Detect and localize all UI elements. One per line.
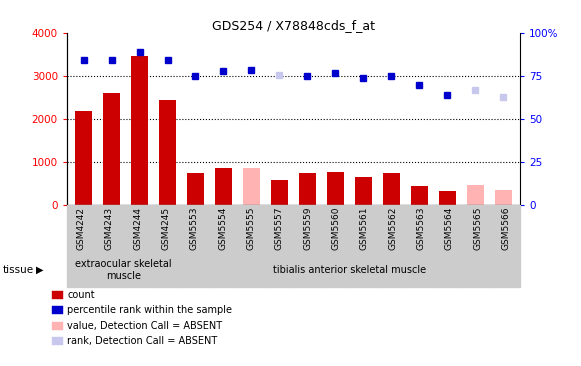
- Title: GDS254 / X78848cds_f_at: GDS254 / X78848cds_f_at: [212, 19, 375, 32]
- Bar: [243, 168, 260, 205]
- Text: GSM5560: GSM5560: [331, 207, 340, 250]
- Text: GSM5566: GSM5566: [501, 207, 510, 250]
- Bar: [495, 190, 512, 205]
- Bar: [159, 100, 176, 205]
- Text: value, Detection Call = ABSENT: value, Detection Call = ABSENT: [67, 321, 223, 331]
- Bar: [383, 173, 400, 205]
- Text: GSM5553: GSM5553: [190, 207, 199, 250]
- Bar: [327, 172, 344, 205]
- Bar: [355, 176, 372, 205]
- Text: GSM4243: GSM4243: [105, 207, 114, 250]
- Text: GSM5555: GSM5555: [246, 207, 256, 250]
- Text: GSM4242: GSM4242: [77, 207, 85, 250]
- Text: GSM4245: GSM4245: [162, 207, 170, 250]
- Text: extraocular skeletal
muscle: extraocular skeletal muscle: [75, 259, 172, 281]
- Text: GSM5554: GSM5554: [218, 207, 227, 250]
- Bar: [131, 56, 148, 205]
- Bar: [187, 173, 204, 205]
- Bar: [467, 185, 483, 205]
- Text: GSM5563: GSM5563: [417, 207, 425, 250]
- Text: ▶: ▶: [36, 265, 44, 275]
- Bar: [103, 93, 120, 205]
- Bar: [439, 191, 456, 205]
- Bar: [411, 186, 428, 205]
- Text: GSM4244: GSM4244: [133, 207, 142, 250]
- Bar: [271, 180, 288, 205]
- Text: GSM5561: GSM5561: [360, 207, 369, 250]
- Text: tibialis anterior skeletal muscle: tibialis anterior skeletal muscle: [274, 265, 426, 275]
- Text: GSM5562: GSM5562: [388, 207, 397, 250]
- Text: percentile rank within the sample: percentile rank within the sample: [67, 305, 232, 315]
- Text: count: count: [67, 290, 95, 300]
- Text: tissue: tissue: [3, 265, 34, 275]
- Bar: [215, 168, 232, 205]
- Text: GSM5559: GSM5559: [303, 207, 312, 250]
- Text: GSM5557: GSM5557: [275, 207, 284, 250]
- Text: GSM5565: GSM5565: [473, 207, 482, 250]
- Bar: [75, 111, 92, 205]
- Text: rank, Detection Call = ABSENT: rank, Detection Call = ABSENT: [67, 336, 218, 346]
- Bar: [299, 173, 316, 205]
- Text: GSM5564: GSM5564: [444, 207, 454, 250]
